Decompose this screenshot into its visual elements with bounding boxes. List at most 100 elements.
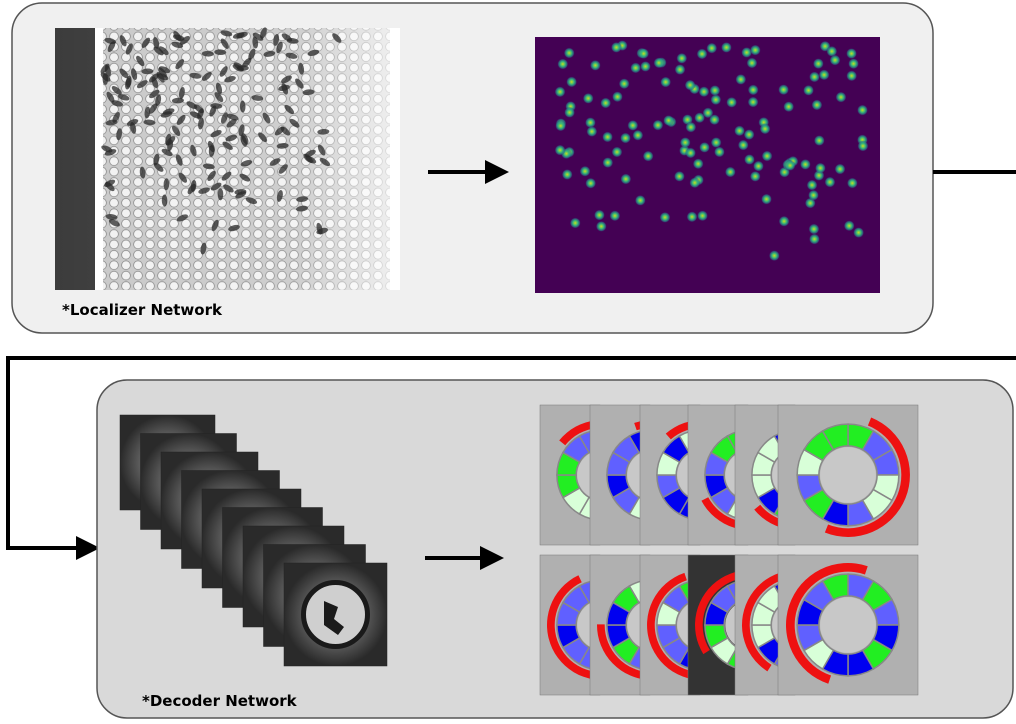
detection [813, 58, 824, 69]
detection [753, 161, 764, 172]
detection [685, 147, 696, 158]
detection [725, 167, 736, 178]
detection [760, 123, 771, 134]
detection [709, 85, 720, 96]
detection [609, 210, 620, 221]
detection [635, 195, 646, 206]
detection [674, 171, 685, 182]
detection [714, 146, 725, 157]
detection [808, 190, 819, 201]
detection [809, 71, 820, 82]
detection [846, 48, 857, 59]
detection [555, 86, 566, 97]
hive-image [55, 26, 400, 290]
detection [748, 97, 759, 108]
detection [848, 58, 859, 69]
detection [663, 115, 674, 126]
detection [746, 57, 757, 68]
detection [735, 74, 746, 85]
detection [600, 97, 611, 108]
detection [699, 142, 710, 153]
detection [653, 57, 664, 68]
detection [697, 210, 708, 221]
detection [555, 120, 566, 131]
detection [734, 125, 745, 136]
detection [596, 221, 607, 232]
detection [830, 55, 841, 66]
detection [711, 137, 722, 148]
detection [819, 69, 830, 80]
detection [640, 61, 651, 72]
tag [778, 405, 918, 545]
detection [748, 84, 759, 95]
detection [627, 120, 638, 131]
detection [583, 93, 594, 104]
detection [721, 42, 732, 53]
detection [685, 80, 696, 91]
detection [847, 178, 858, 189]
detection [738, 140, 749, 151]
detection [580, 166, 591, 177]
detection [778, 84, 789, 95]
detection [590, 60, 601, 71]
detection [809, 234, 820, 245]
detection [620, 174, 631, 185]
detection [570, 217, 581, 228]
detection [857, 141, 868, 152]
detection [564, 107, 575, 118]
detection [564, 47, 575, 58]
detection [803, 85, 814, 96]
detection [643, 151, 654, 162]
diagram: *Localizer Network *Decoder Network [0, 0, 1016, 724]
detection [808, 224, 819, 235]
detection [785, 160, 796, 171]
detection [762, 151, 773, 162]
detection [594, 210, 605, 221]
detection [693, 158, 704, 169]
detection [686, 211, 697, 222]
detection [652, 120, 663, 131]
detection [750, 171, 761, 182]
detection [697, 48, 708, 59]
detection [761, 194, 772, 205]
detection [602, 157, 613, 168]
tag-center [820, 447, 876, 503]
detection [698, 86, 709, 97]
detection [602, 131, 613, 142]
detection [562, 169, 573, 180]
detection [807, 180, 818, 191]
detection [566, 76, 577, 87]
detection [685, 122, 696, 133]
detection [844, 220, 855, 231]
detection [769, 250, 780, 261]
detection [630, 62, 641, 73]
detection [612, 91, 623, 102]
detection [689, 177, 700, 188]
detection [586, 126, 597, 137]
detection [814, 135, 825, 146]
detection [783, 101, 794, 112]
detection [726, 97, 737, 108]
detection [835, 164, 846, 175]
detection [853, 227, 864, 238]
detection [800, 159, 811, 170]
detection [744, 129, 755, 140]
tag [778, 555, 918, 695]
detection [750, 45, 761, 56]
detection [611, 147, 622, 158]
detection [846, 70, 857, 81]
heatmap [535, 37, 880, 293]
detection [815, 163, 826, 174]
detection [779, 216, 790, 227]
tag-center [820, 597, 876, 653]
detection [744, 154, 755, 165]
detection [638, 48, 649, 59]
detection [676, 53, 687, 64]
detection [835, 92, 846, 103]
detection [557, 59, 568, 70]
detection [620, 133, 631, 144]
detection [811, 99, 822, 110]
detection [709, 114, 720, 125]
panel-label: *Localizer Network [62, 301, 223, 319]
detection [675, 64, 686, 75]
